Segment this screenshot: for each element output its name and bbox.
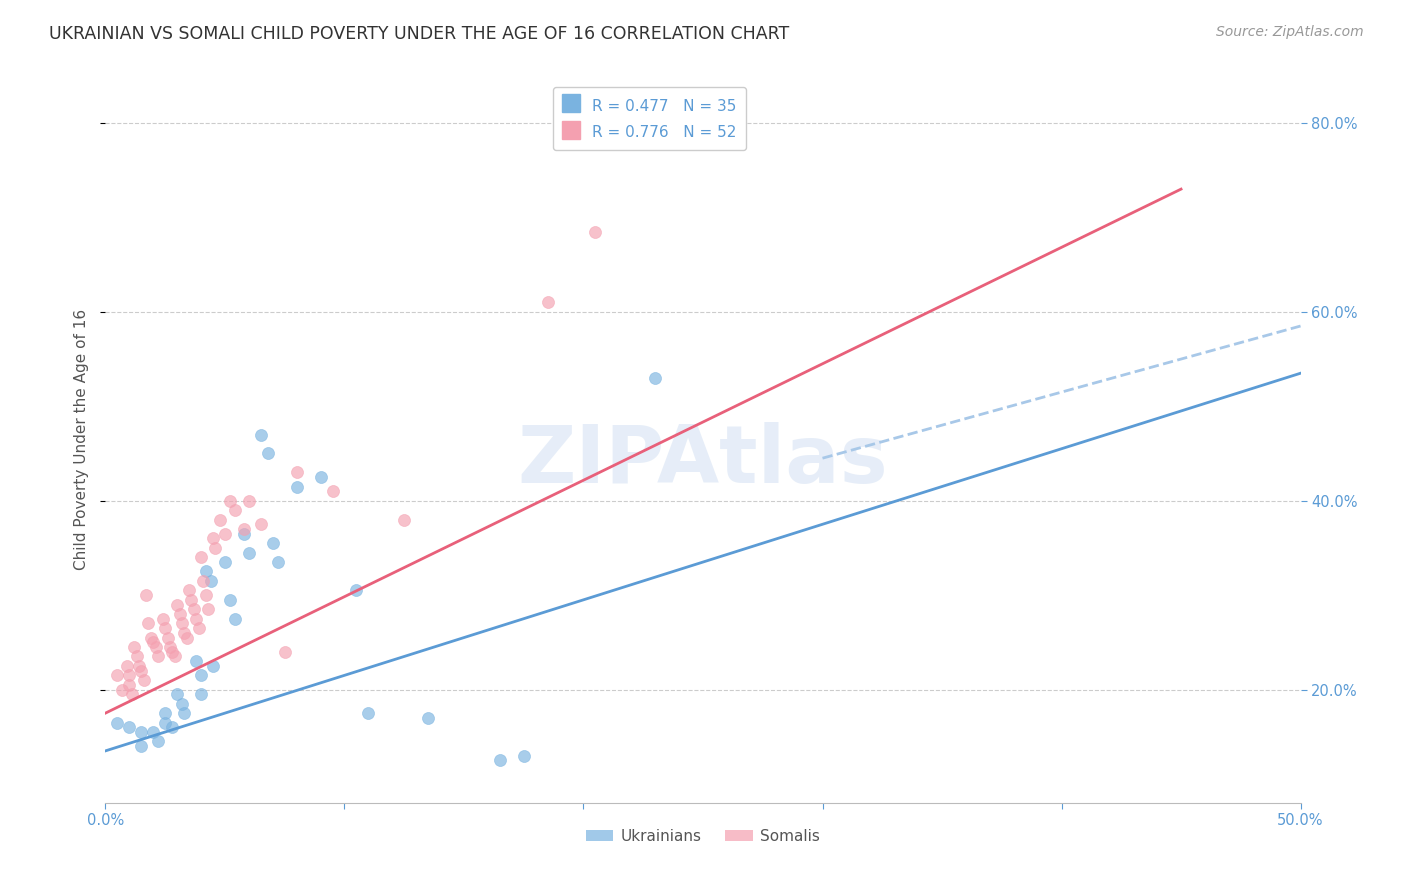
Point bbox=[190, 687, 212, 701]
Point bbox=[173, 625, 195, 640]
Point bbox=[214, 555, 236, 569]
Point bbox=[200, 574, 222, 588]
Point bbox=[118, 678, 141, 692]
Point bbox=[125, 649, 148, 664]
Point bbox=[513, 748, 536, 763]
Point bbox=[162, 645, 184, 659]
Point bbox=[128, 659, 150, 673]
Text: ZIPAtlas: ZIPAtlas bbox=[517, 422, 889, 500]
Point bbox=[180, 592, 202, 607]
Point bbox=[218, 592, 240, 607]
Point bbox=[214, 526, 236, 541]
Point bbox=[194, 588, 217, 602]
Point bbox=[262, 536, 284, 550]
Point bbox=[107, 715, 129, 730]
Point bbox=[346, 583, 368, 598]
Point bbox=[250, 427, 273, 442]
Point bbox=[392, 512, 416, 526]
Point bbox=[489, 753, 512, 767]
Point bbox=[176, 631, 198, 645]
Point bbox=[186, 654, 208, 668]
Point bbox=[170, 616, 193, 631]
Point bbox=[238, 546, 260, 560]
Point bbox=[250, 517, 273, 532]
Point bbox=[135, 588, 157, 602]
Point bbox=[187, 621, 209, 635]
Point bbox=[202, 532, 225, 546]
Point bbox=[166, 687, 188, 701]
Point bbox=[153, 706, 177, 720]
Point bbox=[129, 664, 153, 678]
Point bbox=[202, 659, 225, 673]
Point bbox=[536, 295, 558, 310]
Point bbox=[121, 687, 143, 701]
Point bbox=[224, 503, 246, 517]
Point bbox=[159, 640, 181, 654]
Point bbox=[173, 706, 195, 720]
Point bbox=[166, 598, 188, 612]
Point bbox=[138, 616, 160, 631]
Point bbox=[418, 711, 440, 725]
Point bbox=[146, 649, 169, 664]
Point bbox=[153, 715, 177, 730]
Point bbox=[257, 446, 280, 460]
Text: Source: ZipAtlas.com: Source: ZipAtlas.com bbox=[1216, 25, 1364, 39]
Point bbox=[169, 607, 191, 621]
Point bbox=[197, 602, 219, 616]
Point bbox=[156, 631, 179, 645]
Point bbox=[224, 612, 246, 626]
Point bbox=[162, 720, 184, 734]
Point bbox=[118, 720, 141, 734]
Point bbox=[273, 645, 295, 659]
Y-axis label: Child Poverty Under the Age of 16: Child Poverty Under the Age of 16 bbox=[75, 309, 90, 570]
Point bbox=[107, 668, 129, 682]
Point bbox=[233, 526, 256, 541]
Point bbox=[170, 697, 193, 711]
Point bbox=[266, 555, 288, 569]
Text: UKRAINIAN VS SOMALI CHILD POVERTY UNDER THE AGE OF 16 CORRELATION CHART: UKRAINIAN VS SOMALI CHILD POVERTY UNDER … bbox=[49, 25, 789, 43]
Point bbox=[129, 739, 153, 753]
Point bbox=[145, 640, 167, 654]
Point bbox=[190, 668, 212, 682]
Point bbox=[146, 734, 169, 748]
Point bbox=[190, 550, 212, 565]
Point bbox=[183, 602, 205, 616]
Point bbox=[153, 621, 177, 635]
Point bbox=[194, 565, 217, 579]
Point bbox=[142, 635, 165, 649]
Point bbox=[142, 725, 165, 739]
Point bbox=[585, 225, 607, 239]
Point bbox=[209, 512, 232, 526]
Point bbox=[285, 479, 308, 493]
Legend: Ukrainians, Somalis: Ukrainians, Somalis bbox=[579, 822, 827, 850]
Point bbox=[357, 706, 380, 720]
Point bbox=[285, 466, 308, 480]
Point bbox=[152, 612, 174, 626]
Point bbox=[129, 725, 153, 739]
Point bbox=[177, 583, 201, 598]
Point bbox=[204, 541, 226, 555]
Point bbox=[218, 493, 240, 508]
Point bbox=[115, 659, 138, 673]
Point bbox=[118, 668, 141, 682]
Point bbox=[644, 371, 666, 385]
Point bbox=[193, 574, 215, 588]
Point bbox=[321, 484, 344, 499]
Point bbox=[238, 493, 260, 508]
Point bbox=[163, 649, 186, 664]
Point bbox=[139, 631, 162, 645]
Point bbox=[122, 640, 145, 654]
Point bbox=[309, 470, 332, 484]
Point bbox=[186, 612, 208, 626]
Point bbox=[132, 673, 155, 687]
Point bbox=[111, 682, 134, 697]
Point bbox=[233, 522, 256, 536]
